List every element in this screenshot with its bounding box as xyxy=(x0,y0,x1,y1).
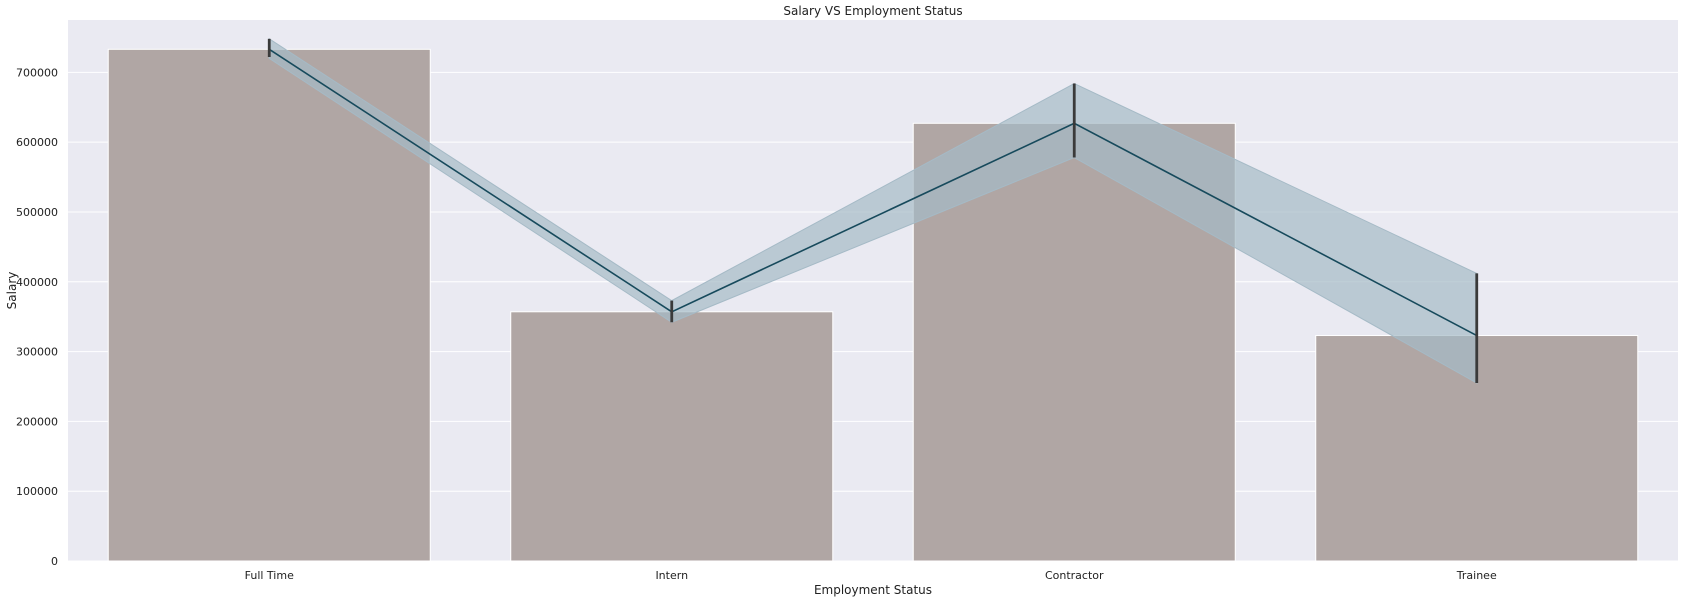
x-tick-label: Full Time xyxy=(245,569,294,582)
x-tick-labels: Full Time Intern Contractor Trainee xyxy=(245,569,1497,582)
y-tick-label: 600000 xyxy=(16,136,58,149)
x-tick-label: Contractor xyxy=(1045,569,1104,582)
y-tick-label: 200000 xyxy=(16,415,58,428)
bar-intern xyxy=(511,312,833,561)
y-tick-label: 0 xyxy=(51,555,58,568)
y-tick-label: 300000 xyxy=(16,346,58,359)
chart-title: Salary VS Employment Status xyxy=(783,4,962,18)
y-tick-label: 400000 xyxy=(16,276,58,289)
x-tick-label: Intern xyxy=(655,569,688,582)
y-axis-title: Salary xyxy=(5,272,19,310)
y-tick-label: 100000 xyxy=(16,485,58,498)
y-tick-label: 700000 xyxy=(16,66,58,79)
y-tick-label: 500000 xyxy=(16,206,58,219)
y-tick-labels: 0 100000 200000 300000 400000 500000 600000 700… xyxy=(16,66,58,568)
x-axis-title: Employment Status xyxy=(814,583,932,597)
x-tick-label: Trainee xyxy=(1456,569,1497,582)
